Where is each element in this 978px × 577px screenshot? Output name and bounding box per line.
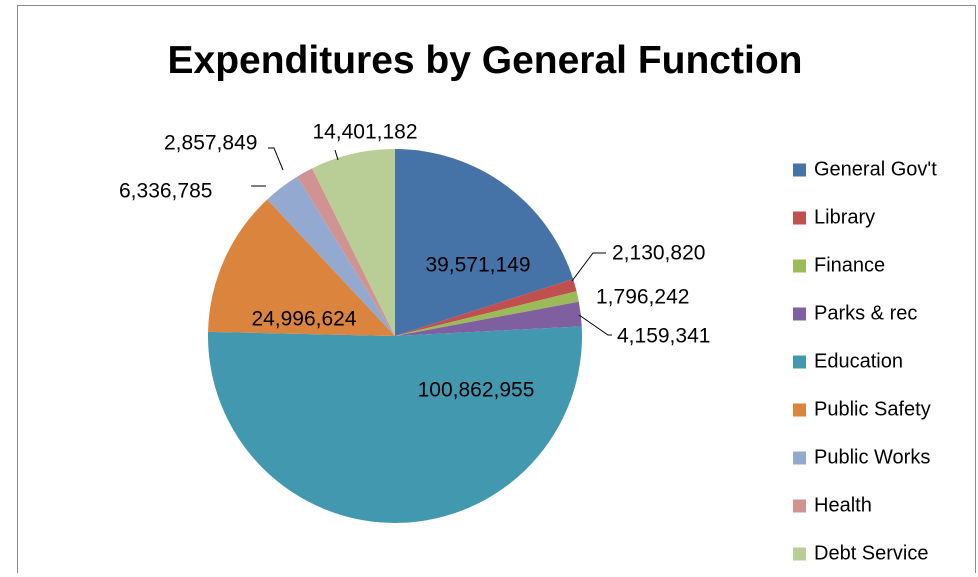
leader-line-parks-rec [578,314,612,336]
legend-swatch-health [793,499,806,513]
legend-swatch-general-gov-t [793,163,806,177]
leader-lines [251,147,612,336]
legend-label-education: Education [814,350,903,372]
data-label-debt-service: 14,401,182 [312,121,417,144]
pie-slices [207,149,582,523]
legend-label-health: Health [814,494,872,516]
data-label-education: 100,862,955 [418,379,535,402]
leader-line-debt-service [334,149,339,161]
pie-slice-debt-service [312,149,395,336]
legend: General Gov't Library Finance Parks & rec Ed… [793,158,937,564]
legend-label-public-works: Public Works [814,446,930,468]
pie-slice-library [395,279,577,336]
data-label-library: 2,130,820 [612,242,705,265]
data-label-general-gov-t: 39,571,149 [425,254,530,277]
legend-label-public-safety: Public Safety [814,398,931,420]
legend-label-general-gov-t: General Gov't [814,158,937,180]
legend-label-library: Library [814,206,875,228]
data-label-public-works: 6,336,785 [119,180,212,203]
data-label-parks-rec: 4,159,341 [617,325,710,348]
data-label-finance: 1,796,242 [596,286,689,309]
legend-swatch-public-works [793,451,806,465]
legend-label-parks-rec: Parks & rec [814,302,917,324]
chart-frame [17,5,976,573]
data-label-public-safety: 24,996,624 [251,308,356,331]
legend-label-finance: Finance [814,254,885,276]
legend-swatch-finance [793,259,806,273]
legend-label-debt-service: Debt Service [814,542,929,564]
pie-slice-parks-rec [395,301,582,336]
data-labels: 39,571,149 2,130,820 1,796,242 4,159,341 100… [119,121,710,402]
pie-slice-general-gov-t [395,149,574,336]
pie-slice-public-safety [208,199,395,336]
legend-swatch-library [793,211,806,225]
legend-swatch-parks-rec [793,307,806,321]
leader-line-library [571,252,606,282]
legend-swatch-education [793,355,806,369]
legend-swatch-public-safety [793,403,806,417]
pie-slice-finance [395,291,579,336]
pie-slice-health [297,168,395,336]
pie-slice-education [207,326,582,523]
chart-title: Expenditures by General Function [168,39,803,82]
data-label-health: 2,857,849 [164,132,257,155]
leader-line-health [268,147,284,171]
legend-swatch-debt-service [793,547,806,561]
pie-slice-public-works [267,176,395,336]
